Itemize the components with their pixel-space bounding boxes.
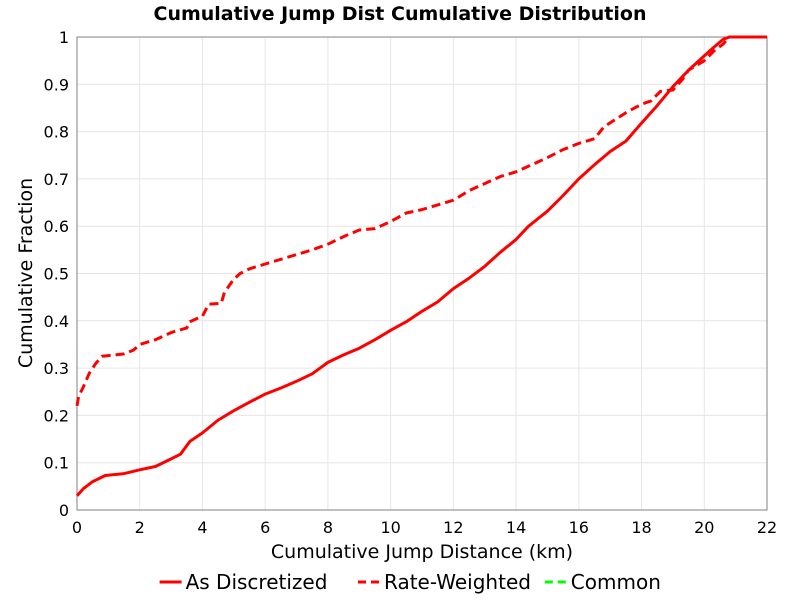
y-tick-label: 0.6 [44,217,69,236]
y-tick-label: 0 [59,501,69,520]
y-tick-label: 0.1 [44,454,69,473]
legend-label-common: Common [571,570,661,594]
x-tick-label: 6 [260,518,270,537]
x-tick-label: 8 [323,518,333,537]
plot-area-border [76,36,768,511]
legend-label-as-discretized: As Discretized [186,570,328,594]
x-tick-label: 12 [443,518,463,537]
x-tick-label: 14 [506,518,526,537]
x-tick-label: 2 [135,518,145,537]
x-tick-label: 20 [694,518,714,537]
y-tick-label: 0.7 [44,170,69,189]
x-tick-labels: 0 2 4 6 8 10 12 14 16 18 20 22 [72,518,777,537]
legend: As Discretized Rate-Weighted Common [159,570,661,594]
x-tick-label: 22 [757,518,777,537]
series-line-as-discretized [75,35,767,497]
legend-label-rate-weighted: Rate-Weighted [384,570,531,594]
y-tick-label: 0.4 [44,312,69,331]
y-tick-label: 0.2 [44,406,69,425]
gridlines [76,36,768,511]
chart-title: Cumulative Jump Dist Cumulative Distribu… [154,3,647,25]
series-lines [75,35,767,497]
x-tick-label: 4 [197,518,207,537]
x-tick-label: 16 [569,518,589,537]
x-tick-label: 18 [631,518,651,537]
series-line-rate-weighted [75,35,767,407]
y-tick-label: 0.3 [44,359,69,378]
y-tick-labels: 0 0.1 0.2 0.3 0.4 0.5 0.6 0.7 0.8 0.9 1 [44,28,69,520]
y-tick-label: 1 [59,28,69,47]
x-axis-label: Cumulative Jump Distance (km) [271,541,573,563]
y-tick-label: 0.8 [44,123,69,142]
x-tick-label: 0 [72,518,82,537]
y-tick-label: 0.5 [44,265,69,284]
y-axis-label: Cumulative Fraction [15,178,37,368]
x-tick-label: 10 [380,518,400,537]
y-tick-label: 0.9 [44,75,69,94]
